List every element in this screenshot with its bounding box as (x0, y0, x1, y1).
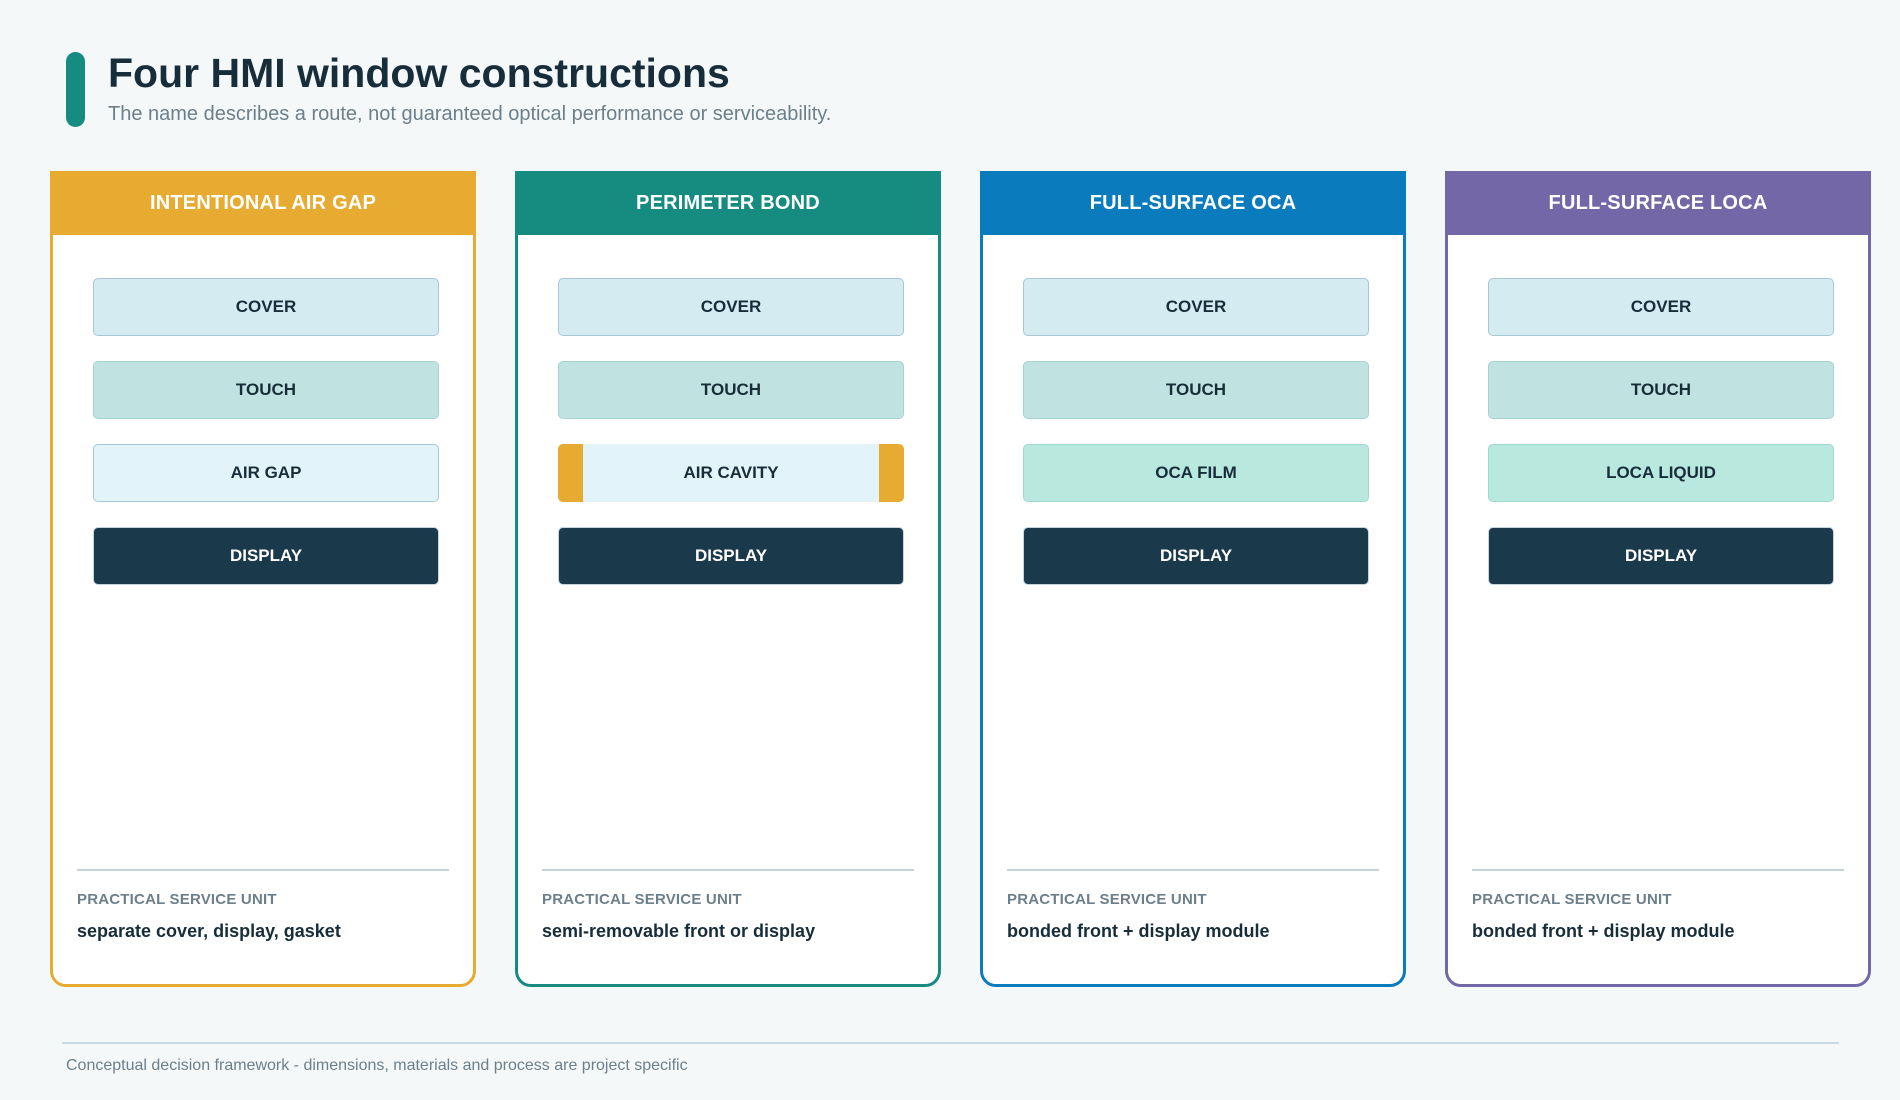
layer-display: DISPLAY (558, 527, 904, 585)
layer-loca-liquid: LOCA LIQUID (1488, 444, 1834, 502)
layer-stack: COVER TOUCH AIR GAP DISPLAY (93, 278, 439, 610)
layer-cover: COVER (1023, 278, 1369, 336)
layer-cover: COVER (1488, 278, 1834, 336)
card-title: FULL-SURFACE OCA (980, 171, 1406, 235)
layer-air-gap: AIR GAP (93, 444, 439, 502)
layer-touch: TOUCH (558, 361, 904, 419)
page-title: Four HMI window constructions (108, 50, 730, 96)
layer-display: DISPLAY (1023, 527, 1369, 585)
card-intentional-air-gap: INTENTIONAL AIR GAP COVER TOUCH AIR GAP … (50, 171, 476, 987)
layer-touch: TOUCH (1023, 361, 1369, 419)
service-unit-label: PRACTICAL SERVICE UNIT (542, 891, 742, 908)
layer-stack: COVER TOUCH LOCA LIQUID DISPLAY (1488, 278, 1834, 610)
layer-oca-film: OCA FILM (1023, 444, 1369, 502)
card-title: FULL-SURFACE LOCA (1445, 171, 1871, 235)
construction-cards: INTENTIONAL AIR GAP COVER TOUCH AIR GAP … (50, 171, 1875, 991)
service-unit: PRACTICAL SERVICE UNIT separate cover, d… (77, 869, 449, 942)
card-full-surface-oca: FULL-SURFACE OCA COVER TOUCH OCA FILM DI… (980, 171, 1406, 987)
service-unit-value: bonded front + display module (1472, 921, 1735, 941)
card-perimeter-bond: PERIMETER BOND COVER TOUCH AIR CAVITY DI… (515, 171, 941, 987)
layer-stack: COVER TOUCH AIR CAVITY DISPLAY (558, 278, 904, 610)
layer-display: DISPLAY (1488, 527, 1834, 585)
service-unit-value: semi-removable front or display (542, 921, 816, 941)
service-unit-label: PRACTICAL SERVICE UNIT (77, 891, 277, 908)
perimeter-bond-right (879, 444, 904, 502)
layer-touch: TOUCH (93, 361, 439, 419)
layer-cover: COVER (558, 278, 904, 336)
perimeter-bond-left (558, 444, 583, 502)
service-unit-label: PRACTICAL SERVICE UNIT (1472, 891, 1672, 908)
layer-stack: COVER TOUCH OCA FILM DISPLAY (1023, 278, 1369, 610)
layer-air-cavity: AIR CAVITY (558, 444, 904, 502)
service-unit: PRACTICAL SERVICE UNIT bonded front + di… (1007, 869, 1379, 942)
service-unit: PRACTICAL SERVICE UNIT semi-removable fr… (542, 869, 914, 942)
layer-cover: COVER (93, 278, 439, 336)
layer-display: DISPLAY (93, 527, 439, 585)
title-accent-bar (66, 52, 85, 127)
page-subtitle: The name describes a route, not guarante… (108, 103, 832, 125)
footer-divider (62, 1042, 1839, 1044)
card-title: PERIMETER BOND (515, 171, 941, 235)
card-full-surface-loca: FULL-SURFACE LOCA COVER TOUCH LOCA LIQUI… (1445, 171, 1871, 987)
service-unit: PRACTICAL SERVICE UNIT bonded front + di… (1472, 869, 1844, 942)
service-unit-value: bonded front + display module (1007, 921, 1270, 941)
service-unit-value: separate cover, display, gasket (77, 921, 341, 941)
footer-note: Conceptual decision framework - dimensio… (66, 1057, 688, 1074)
layer-touch: TOUCH (1488, 361, 1834, 419)
service-unit-label: PRACTICAL SERVICE UNIT (1007, 891, 1207, 908)
card-title: INTENTIONAL AIR GAP (50, 171, 476, 235)
layer-air-cavity-label: AIR CAVITY (683, 463, 779, 482)
